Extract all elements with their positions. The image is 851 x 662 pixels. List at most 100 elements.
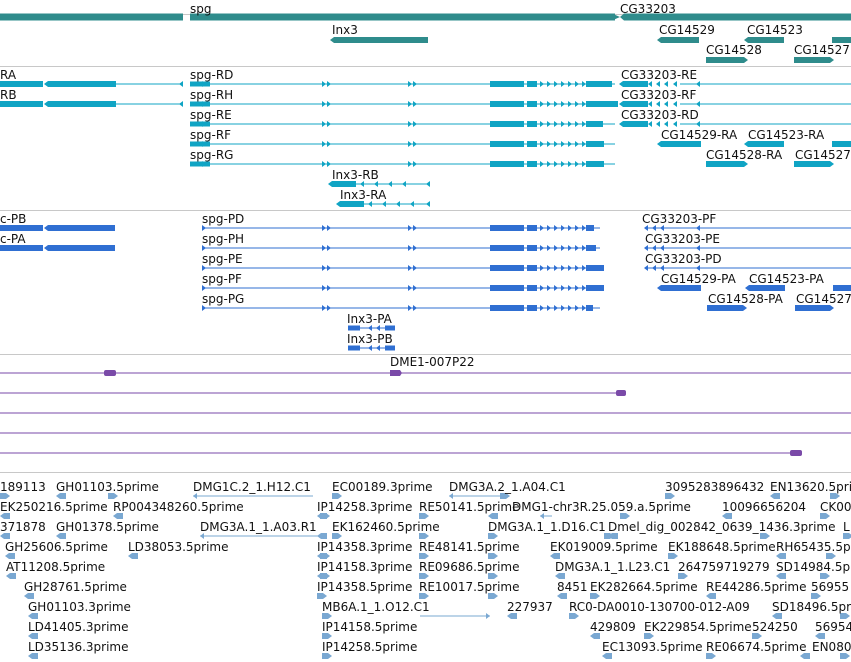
est-label[interactable]: EK282664.5prime — [590, 580, 698, 594]
est-label[interactable]: RE50141.5prime — [419, 500, 520, 514]
est-label[interactable]: IP14258.5prime — [322, 640, 418, 654]
transcript-label[interactable]: CG33203-RE — [621, 68, 698, 82]
est-label[interactable]: IP14358.5prime — [317, 580, 413, 594]
est-label[interactable]: IP14158.5prime — [322, 620, 418, 634]
clone-label[interactable]: DME1-007P22 — [390, 355, 475, 369]
est-block — [644, 633, 654, 639]
transcript-label[interactable]: spg-RF — [190, 128, 232, 142]
transcript-label[interactable]: CG14527 — [795, 148, 851, 162]
est-label[interactable]: LD35136.3prime — [28, 640, 129, 654]
est-label[interactable]: 10096656204 — [722, 500, 806, 514]
est-label[interactable]: DMG3A.1_1.A03.R1 — [200, 520, 317, 534]
est-label[interactable]: RE06674.5prime — [706, 640, 807, 654]
est-label[interactable]: RE48141.5prime — [419, 540, 520, 554]
transcript-label[interactable]: CG33203-RF — [621, 88, 697, 102]
est-label[interactable]: RE10017.5prime — [419, 580, 520, 594]
est-label[interactable]: IP14158.3prime — [317, 560, 413, 574]
gene-label[interactable]: CG14528 — [706, 43, 762, 57]
est-label[interactable]: 56954 — [815, 620, 851, 634]
est-block — [56, 533, 66, 539]
est-label[interactable]: RE44286.5prime — [706, 580, 807, 594]
est-label[interactable]: DMG3A.1_1.L23.C1 — [555, 560, 671, 574]
protein-label[interactable]: Inx3-PB — [347, 332, 393, 346]
est-label[interactable]: DMG1-chr3R.25.059.a.5prime — [512, 500, 691, 514]
gene-label[interactable]: CG14527 — [794, 43, 850, 57]
protein-label[interactable]: Inx3-PA — [347, 312, 392, 326]
est-label[interactable]: EC00189.3prime — [332, 480, 433, 494]
est-label[interactable]: RH65435.5pr — [776, 540, 851, 554]
protein-label[interactable]: spg-PH — [202, 232, 245, 246]
est-label[interactable]: SD14984.5pr — [776, 560, 851, 574]
est-label[interactable]: RP004348260.5prime — [113, 500, 244, 514]
est-label[interactable]: 189113 — [0, 480, 46, 494]
est-label[interactable]: EN080 — [812, 640, 851, 654]
est-label[interactable]: GH01103.5prime — [56, 480, 159, 494]
est-label[interactable]: EK188648.5prime — [668, 540, 776, 554]
est-label[interactable]: GH25606.5prime — [5, 540, 108, 554]
transcript-label[interactable]: Inx3-RB — [332, 168, 379, 182]
transcript-label[interactable]: spg-RE — [190, 108, 232, 122]
transcript-label[interactable]: Inx3-RA — [340, 188, 387, 202]
protein-label[interactable]: CG14523-PA — [749, 272, 824, 286]
est-label[interactable]: DMG3A.1_1.D16.C1 — [488, 520, 606, 534]
protein-label[interactable]: spg-PF — [202, 272, 242, 286]
est-label[interactable]: 429809 — [590, 620, 636, 634]
gene-label[interactable]: CG33203 — [620, 2, 676, 16]
transcript-label[interactable]: CG14529-RA — [661, 128, 738, 142]
est-label[interactable]: 227937 — [507, 600, 553, 614]
transcript-label[interactable]: CG14523-RA — [748, 128, 825, 142]
est-label[interactable]: EN13620.5prime — [770, 480, 851, 494]
transcript-label[interactable]: RA — [0, 68, 17, 82]
est-label[interactable]: IP14358.3prime — [317, 540, 413, 554]
protein-label[interactable]: CG14527 — [796, 292, 851, 306]
gene-label[interactable]: CG14523 — [747, 23, 803, 37]
est-label[interactable]: 3095283896432 — [665, 480, 765, 494]
protein-label[interactable]: c-PA — [0, 232, 26, 246]
gene-label[interactable]: CG14529 — [659, 23, 715, 37]
est-label[interactable]: DMG1C.2_1.H12.C1 — [193, 480, 311, 494]
protein-label[interactable]: spg-PD — [202, 212, 245, 226]
protein-label[interactable]: CG14528-PA — [708, 292, 783, 306]
transcript-label[interactable]: RB — [0, 88, 17, 102]
est-label[interactable]: SD18496.5pr — [772, 600, 851, 614]
protein-label[interactable]: CG33203-PF — [642, 212, 717, 226]
est-label[interactable]: LD38053.5prime — [128, 540, 229, 554]
transcript-label[interactable]: spg-RG — [190, 148, 234, 162]
est-label[interactable]: GH01378.5prime — [56, 520, 159, 534]
est-label[interactable]: EK019009.5prime — [550, 540, 658, 554]
protein-label[interactable]: CG33203-PE — [645, 232, 720, 246]
est-label[interactable]: CK00 — [820, 500, 851, 514]
est-label[interactable]: 264759719279 — [678, 560, 770, 574]
transcript-label[interactable]: CG14528-RA — [706, 148, 783, 162]
gene-label[interactable]: Inx3 — [332, 23, 358, 37]
protein-label[interactable]: spg-PG — [202, 292, 245, 306]
est-label[interactable]: LD41405.3prime — [28, 620, 129, 634]
protein-label[interactable]: CG33203-PD — [645, 252, 722, 266]
est-label[interactable]: 524250 — [752, 620, 798, 634]
est-label[interactable]: Dmel_dig_002842_0639_1436.3prime — [608, 520, 836, 534]
est-label[interactable]: EK162460.5prime — [332, 520, 440, 534]
protein-label[interactable]: CG14529-PA — [661, 272, 736, 286]
strand-arrow — [619, 121, 623, 127]
est-label[interactable]: 8451 — [557, 580, 588, 594]
protein-label[interactable]: c-PB — [0, 212, 27, 226]
est-label[interactable]: GH28761.5prime — [24, 580, 127, 594]
est-label[interactable]: 371878 — [0, 520, 46, 534]
est-label[interactable]: EK250216.5prime — [0, 500, 108, 514]
est-label[interactable]: 56955 — [811, 580, 850, 594]
transcript-label[interactable]: spg-RH — [190, 88, 234, 102]
est-label[interactable]: MB6A.1_1.O12.C1 — [322, 600, 430, 614]
est-label[interactable]: RC0-DA0010-130700-012-A09 — [569, 600, 750, 614]
est-label[interactable]: RE09686.5prime — [419, 560, 520, 574]
est-label[interactable]: IP14258.3prime — [317, 500, 413, 514]
gene-label[interactable]: spg — [190, 2, 212, 16]
est-label[interactable]: DMG3A.2_1.A04.C1 — [449, 480, 566, 494]
transcript-label[interactable]: spg-RD — [190, 68, 234, 82]
est-label[interactable]: GH01103.3prime — [28, 600, 131, 614]
est-label[interactable]: L — [843, 520, 850, 534]
est-label[interactable]: EK229854.5prime — [644, 620, 752, 634]
protein-label[interactable]: spg-PE — [202, 252, 243, 266]
transcript-label[interactable]: CG33203-RD — [621, 108, 699, 122]
est-label[interactable]: AT11208.5prime — [6, 560, 106, 574]
est-label[interactable]: EC13093.5prime — [602, 640, 703, 654]
